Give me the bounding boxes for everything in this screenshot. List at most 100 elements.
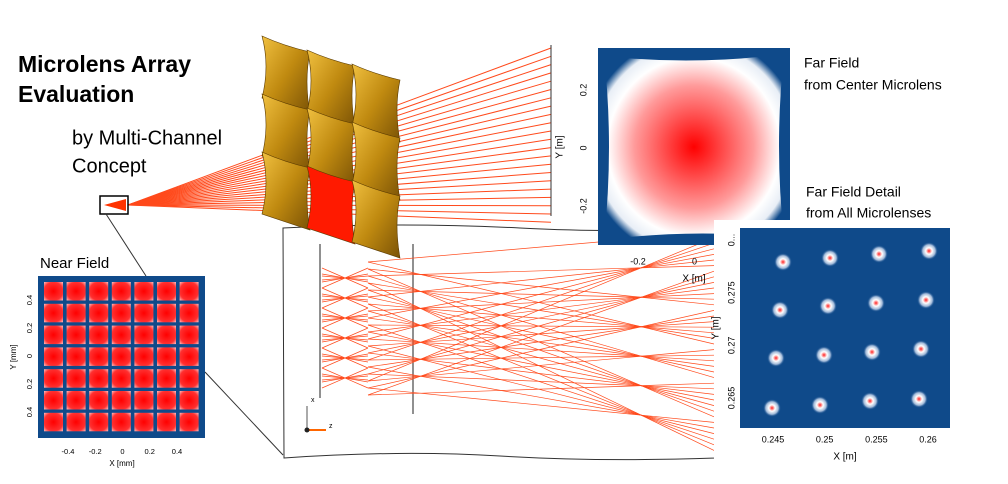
ray (367, 354, 715, 361)
lenslet-cell (111, 412, 131, 432)
ray (367, 287, 715, 333)
lenslet-cell (89, 303, 109, 323)
spot (767, 349, 785, 367)
microlens-array (261, 35, 401, 259)
lenslet-cell (134, 391, 154, 410)
ray (367, 270, 715, 396)
lenslet-cell (44, 325, 63, 345)
x-tick-label: 0.2 (145, 447, 155, 456)
ray (367, 265, 715, 277)
lenslet-cell (179, 369, 199, 388)
ray (367, 387, 715, 423)
lenslet-cell (44, 282, 63, 301)
axes-triad: x z (304, 397, 333, 433)
ray (321, 355, 369, 361)
x-label: X [m] (833, 452, 857, 463)
ray (367, 276, 715, 375)
panel-title: Near Field (40, 255, 109, 272)
lenslet-cell (179, 412, 199, 432)
x-tick-label: 0.245 (762, 434, 785, 444)
lenslet-cell (66, 391, 86, 410)
ray (367, 289, 715, 300)
microlens (351, 179, 401, 259)
title: Evaluation (18, 81, 134, 107)
spot (815, 346, 833, 364)
lenslet-cell (134, 369, 154, 388)
ray (367, 268, 715, 306)
lenslet-cell (179, 391, 199, 410)
y-tick-label: 0.4 (25, 295, 34, 305)
lenslet-cell (44, 303, 63, 323)
ray (367, 261, 715, 345)
x-tick-label: -0.4 (62, 447, 75, 456)
spot (863, 343, 881, 361)
ray (367, 366, 715, 429)
x-tick-label: 0.25 (816, 434, 834, 444)
spot (771, 301, 789, 319)
inset-box (282, 224, 717, 461)
x-label: X [mm] (109, 459, 134, 468)
ray (367, 289, 715, 412)
lenslet-cell (66, 347, 86, 366)
ray (321, 335, 369, 341)
ray (321, 275, 369, 281)
connector (105, 213, 147, 277)
x-tick-label: 0.26 (919, 434, 937, 444)
spot (867, 294, 885, 312)
ray (367, 324, 715, 328)
ray (367, 317, 715, 367)
lenslet-cell (66, 325, 86, 345)
ray (367, 310, 715, 406)
spot (910, 390, 928, 408)
ray (367, 310, 715, 389)
y-tick-label: 0 (25, 354, 34, 358)
y-label: Y [m] (711, 316, 722, 339)
y-tick-label: 0.2 (25, 323, 34, 333)
y-tick-label: 0.27 (726, 337, 736, 355)
lenslet-cell (179, 347, 199, 366)
origin (304, 427, 310, 433)
spot (811, 396, 829, 414)
ray (367, 345, 715, 434)
x-tick-label: 0.255 (865, 434, 888, 444)
lenslet-cell (157, 325, 176, 345)
ray (367, 321, 715, 347)
ray (367, 282, 715, 339)
ray (367, 248, 715, 340)
ray (367, 268, 715, 418)
panel-title: from All Microlenses (806, 205, 931, 221)
lenslet-cell (111, 391, 131, 410)
x-tick-label: -0.2 (89, 447, 102, 456)
inset-rays (319, 231, 715, 451)
axis-label: x (311, 397, 315, 404)
y-tick-label: 0.265 (726, 387, 736, 410)
lenslet-cell (134, 282, 154, 301)
y-tick-label: 0 (578, 145, 588, 150)
ray (367, 275, 715, 378)
panel-title: from Center Microlens (804, 77, 942, 93)
ray (367, 315, 715, 368)
lenslet-cell (89, 347, 109, 366)
ray (367, 296, 715, 373)
x-tick-label: 0 (692, 256, 697, 266)
ray (367, 242, 715, 361)
lenslet-cell (111, 303, 131, 323)
lenslet-cell (89, 325, 109, 345)
spot (819, 297, 837, 315)
panel-title: Far Field (804, 55, 859, 71)
lenslet-cell (66, 412, 86, 432)
x-tick-label: 0.4 (172, 447, 182, 456)
ray (367, 324, 715, 440)
lenslet-cell (89, 391, 109, 410)
ray (367, 282, 715, 354)
spot (774, 253, 792, 271)
ray (321, 375, 369, 381)
lenslet-cell (157, 412, 176, 432)
lenslet-cell (111, 325, 131, 345)
lenslet-cell (44, 412, 63, 432)
ray (367, 338, 715, 362)
subtitle: by Multi-Channel (72, 127, 222, 149)
lenslet-cell (157, 303, 176, 323)
lenslet-cell (89, 282, 109, 301)
